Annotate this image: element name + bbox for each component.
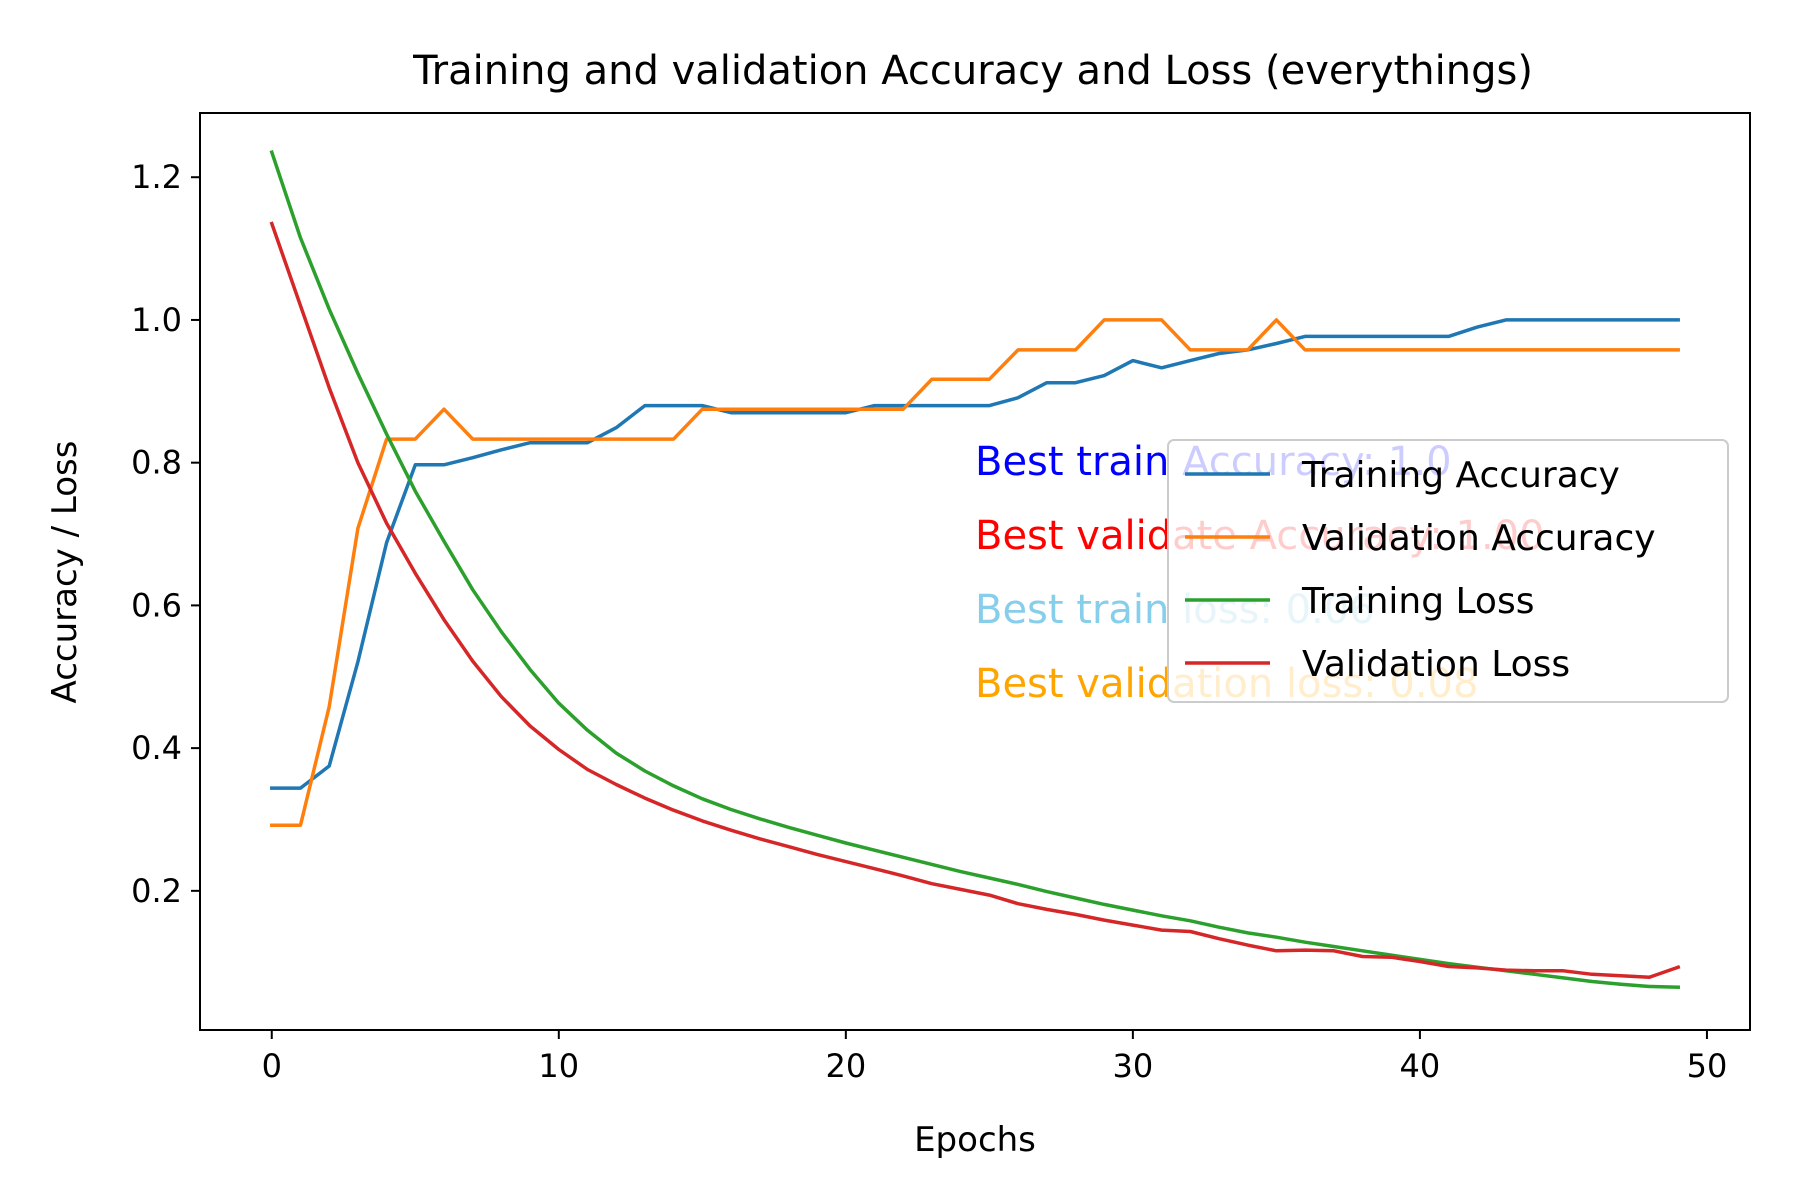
y-tick-label: 0.2	[131, 872, 182, 910]
x-tick-label: 40	[1400, 1047, 1441, 1085]
legend-label: Training Accuracy	[1301, 455, 1620, 496]
x-tick-label: 20	[825, 1047, 866, 1085]
plot-frame	[199, 112, 1751, 1031]
y-tick-label: 1.0	[131, 301, 182, 339]
y-tick-label: 0.6	[131, 586, 182, 624]
series-line	[270, 318, 1680, 827]
series-line	[269, 221, 1681, 979]
legend-box	[1167, 439, 1729, 703]
y-tick-label: 0.4	[131, 729, 182, 767]
y-tick-label: 0.8	[131, 444, 182, 482]
x-tick-label: 10	[538, 1047, 579, 1085]
series-line	[269, 149, 1680, 989]
x-tick-label: 30	[1113, 1047, 1154, 1085]
x-tick-label: 0	[262, 1047, 282, 1085]
y-tick-label: 1.2	[131, 158, 182, 196]
y-axis: 0.2 0.4 0.6 0.8 1.0 1.2	[131, 158, 200, 910]
legend-label: Validation Accuracy	[1302, 518, 1656, 559]
x-axis-label: Epochs	[914, 1120, 1036, 1160]
legend-label: Training Loss	[1301, 581, 1534, 622]
series-lines	[269, 149, 1681, 989]
legend: Training Accuracy Validation Accuracy Trai…	[1167, 439, 1729, 703]
legend-label: Validation Loss	[1302, 644, 1570, 685]
x-axis: 0 10 20 30 40 50	[262, 1030, 1728, 1085]
x-tick-label: 50	[1687, 1047, 1728, 1085]
y-axis-label: Accuracy / Loss	[45, 441, 85, 704]
chart-title: Training and validation Accuracy and Los…	[412, 48, 1533, 94]
plot-area: Best train Accuracy: 1.0Best validate Ac…	[199, 112, 1751, 1031]
series-line	[270, 318, 1680, 790]
